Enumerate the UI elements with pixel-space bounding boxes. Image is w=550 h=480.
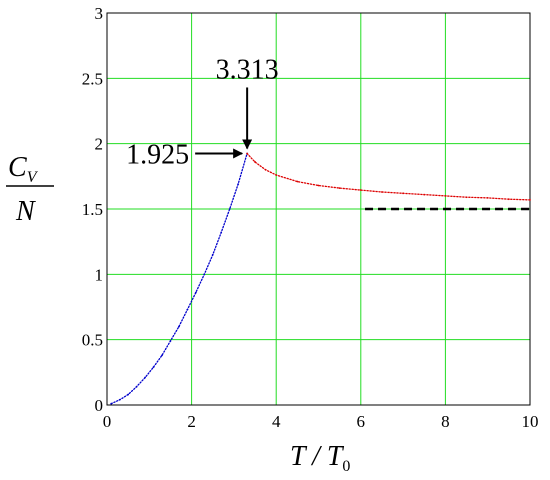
data-point-0-15 <box>237 183 240 186</box>
data-point-0-14 <box>228 208 231 210</box>
svg-text:CV: CV <box>8 152 39 186</box>
data-point-1-12 <box>465 196 468 199</box>
data-series <box>110 152 531 405</box>
svg-text:N: N <box>15 196 36 227</box>
data-point-0-8 <box>178 325 180 328</box>
data-point-0-5 <box>152 366 155 369</box>
data-point-1-1 <box>254 161 256 163</box>
plot-frame <box>106 12 531 406</box>
data-point-1-14 <box>507 198 510 201</box>
data-point-1-13 <box>486 196 489 199</box>
data-point-0-2 <box>127 393 130 396</box>
data-point-0-7 <box>169 340 172 342</box>
data-point-0-4 <box>144 376 146 379</box>
series-curve-0 <box>110 152 248 405</box>
x-axis-label: T / T0 <box>290 441 350 475</box>
data-point-0-0 <box>110 402 113 405</box>
data-point-0-11 <box>203 273 206 276</box>
data-point-1-10 <box>423 193 426 196</box>
data-point-1-4 <box>296 180 299 183</box>
x-tick-labels: 0 2 4 6 8 10 <box>103 412 539 431</box>
annotation-peak-x: 3.313 <box>216 54 279 85</box>
data-point-0-13 <box>220 231 223 234</box>
data-point-0-9 <box>186 308 189 311</box>
x-tick-label-4: 8 <box>441 412 450 431</box>
data-point-0-10 <box>194 291 197 294</box>
y-tick-label-4: 2 <box>95 135 104 154</box>
y-tick-label-3: 1.5 <box>82 200 103 219</box>
data-point-1-7 <box>359 189 362 191</box>
series-curve-1 <box>246 152 531 201</box>
data-point-0-6 <box>161 354 163 357</box>
x-tick-label-2: 4 <box>272 412 281 431</box>
data-point-1-8 <box>381 191 383 193</box>
annotation-peak-y: 1.925 <box>126 139 189 170</box>
data-point-1-15 <box>529 198 531 201</box>
annotations: 3.313 1.925 <box>126 54 279 170</box>
data-point-1-6 <box>338 187 341 189</box>
x-tick-label-1: 2 <box>187 412 196 431</box>
data-point-1-11 <box>444 195 447 197</box>
svg-text:T / T0: T / T0 <box>290 441 350 475</box>
data-point-1-9 <box>402 192 404 195</box>
y-tick-label-5: 2.5 <box>82 69 103 88</box>
x-tick-label-5: 10 <box>522 412 539 431</box>
y-label-subscript: V <box>27 169 39 186</box>
y-tick-label-2: 1 <box>95 265 104 284</box>
x-tick-label-0: 0 <box>103 412 112 431</box>
y-tick-label-1: 0.5 <box>82 331 103 350</box>
data-point-1-0 <box>246 152 249 155</box>
data-point-0-1 <box>118 398 121 401</box>
data-point-1-5 <box>317 184 320 187</box>
data-point-0-3 <box>135 385 138 388</box>
data-point-1-3 <box>275 174 278 176</box>
y-tick-label-0: 0 <box>95 396 104 415</box>
grid-lines <box>106 12 531 406</box>
data-point-1-2 <box>264 168 267 171</box>
data-point-0-12 <box>211 253 214 256</box>
x-label-subscript: 0 <box>342 458 350 475</box>
x-tick-label-3: 6 <box>357 412 366 431</box>
y-axis-label: CV N <box>6 152 54 227</box>
y-tick-labels: 0 0.5 1 1.5 2 2.5 3 <box>82 4 103 415</box>
y-tick-label-6: 3 <box>95 4 104 23</box>
